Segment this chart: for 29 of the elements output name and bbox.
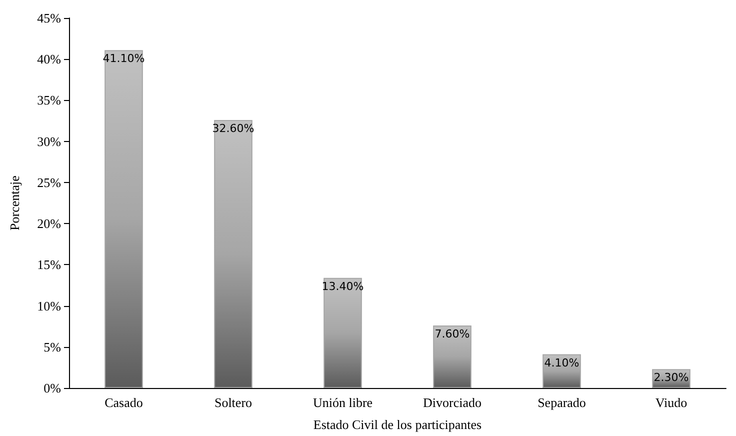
x-tick-label: Soltero <box>214 395 252 410</box>
y-tick-label: 5% <box>44 339 62 354</box>
data-label: 4.10% <box>544 356 580 370</box>
data-label: 2.30% <box>654 371 689 384</box>
y-tick-label: 40% <box>37 52 62 67</box>
bar <box>542 354 581 388</box>
x-tick-label: Casado <box>104 395 143 410</box>
bar <box>433 326 472 388</box>
data-label: 32.60% <box>212 122 254 135</box>
y-tick-label: 35% <box>37 92 62 108</box>
x-tick-label: Viudo <box>655 395 688 410</box>
y-tick-label: 15% <box>37 257 62 272</box>
y-tick-label: 10% <box>37 298 62 314</box>
data-label: 41.10% <box>102 52 145 66</box>
x-axis-title: Estado Civil de los participantes <box>313 417 482 432</box>
y-tick-label: 30% <box>37 134 62 149</box>
bar <box>104 50 143 388</box>
y-tick-label: 25% <box>37 174 62 190</box>
data-label: 13.40% <box>322 280 364 293</box>
y-axis-title: Porcentaje <box>7 175 22 230</box>
y-tick-label: 20% <box>37 216 62 232</box>
bar <box>214 120 252 388</box>
y-tick-label: 45% <box>37 10 62 26</box>
bar <box>324 278 362 388</box>
x-tick-label: Divorciado <box>423 395 482 410</box>
y-tick-label: 0% <box>44 380 62 396</box>
x-tick-label: Separado <box>538 395 586 410</box>
data-label: 7.60% <box>434 328 470 341</box>
x-tick-label: Unión libre <box>312 395 373 410</box>
